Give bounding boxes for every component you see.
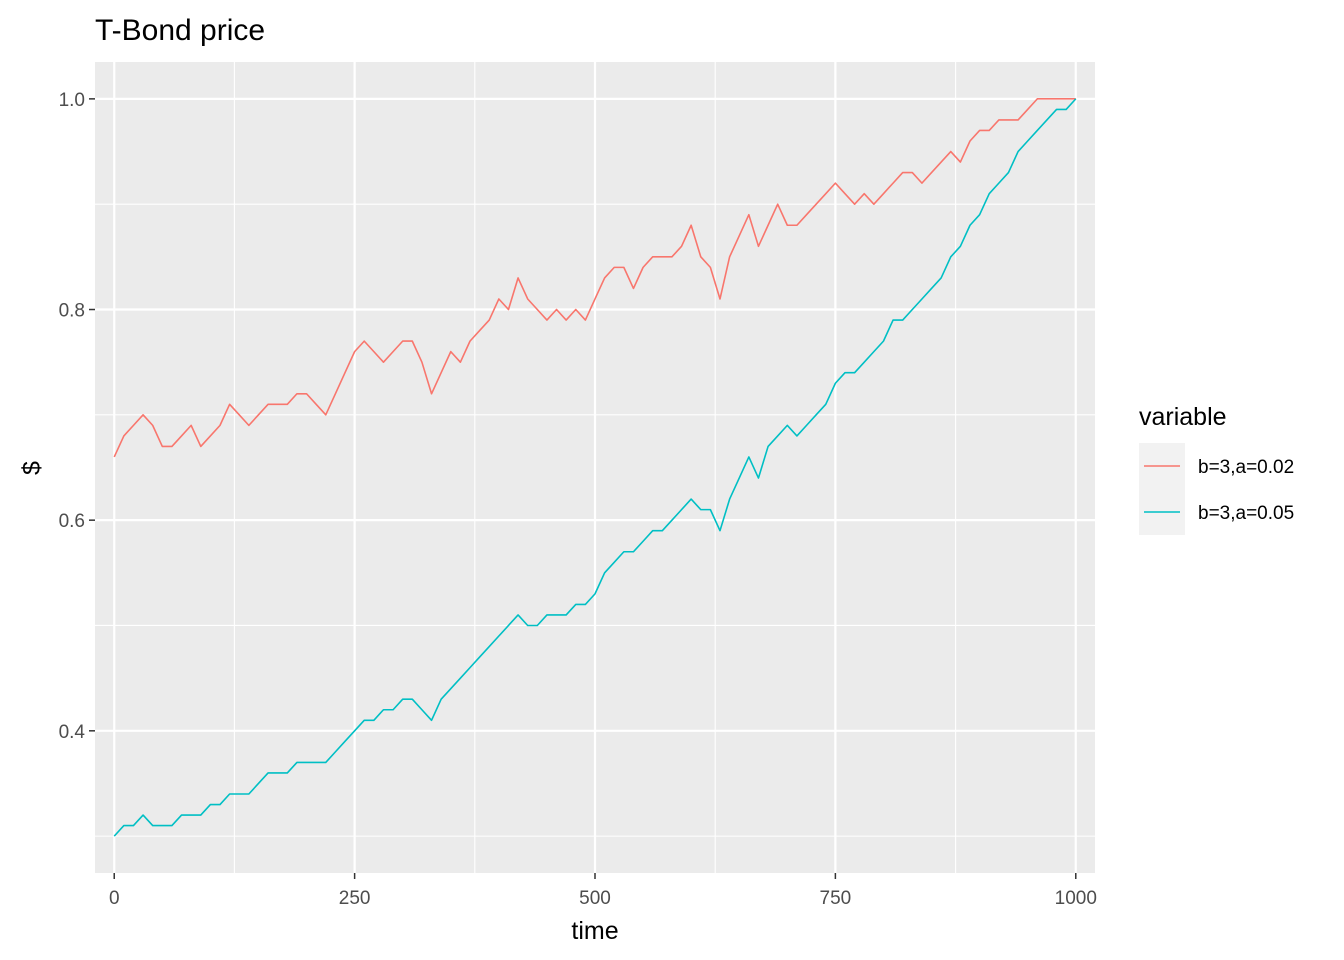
- legend: variable b=3,a=0.02 b=3,a=0.05: [1139, 403, 1294, 535]
- y-axis-ticks: 0.4 0.6 0.8 1.0: [59, 90, 95, 743]
- y-tick-label: 0.4: [59, 722, 86, 743]
- x-tick-label: 500: [579, 888, 611, 909]
- legend-label-1: b=3,a=0.02: [1198, 457, 1294, 478]
- x-tick-label: 250: [339, 888, 371, 909]
- y-tick-label: 1.0: [59, 90, 85, 111]
- x-tick-label: 1000: [1055, 888, 1097, 909]
- major-gridlines: [95, 62, 1095, 873]
- x-tick-label: 750: [820, 888, 852, 909]
- x-tick-label: 0: [109, 888, 120, 909]
- y-axis-title: $: [18, 461, 46, 475]
- x-axis-title: time: [571, 917, 618, 945]
- legend-label-2: b=3,a=0.05: [1198, 503, 1294, 524]
- y-tick-label: 0.6: [59, 511, 85, 532]
- y-tick-label: 0.8: [59, 301, 85, 322]
- legend-title: variable: [1139, 403, 1227, 431]
- series-line-2: [113, 98, 1077, 837]
- x-axis-ticks: 0 250 500 750 1000: [109, 873, 1097, 909]
- chart-title: T-Bond price: [95, 14, 265, 47]
- series-line-1: [113, 98, 1076, 458]
- series-lines: [113, 98, 1077, 837]
- legend-items: b=3,a=0.02 b=3,a=0.05: [1139, 443, 1294, 535]
